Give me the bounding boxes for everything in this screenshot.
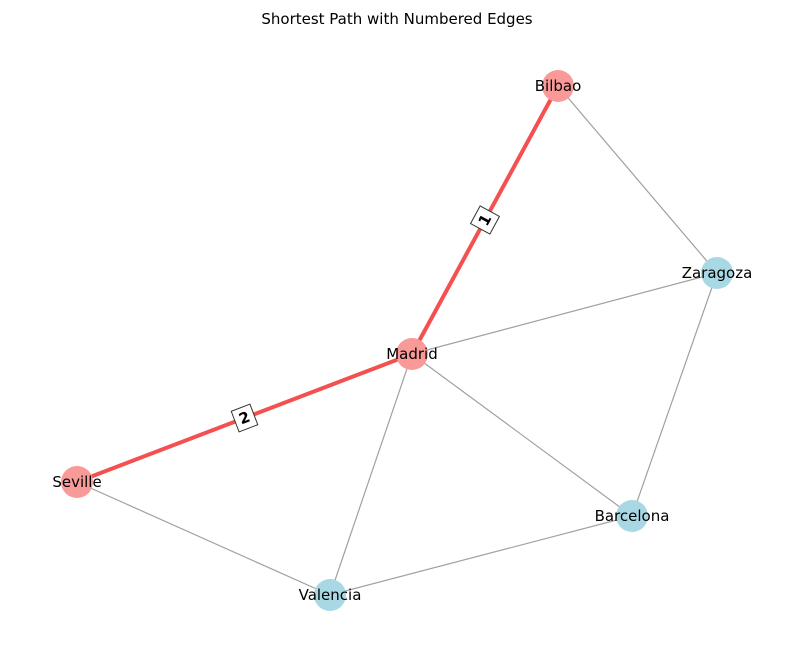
edge-valencia-barcelona — [329, 515, 633, 596]
edge-label-box — [469, 205, 501, 235]
edge-labels-layer: 12 — [230, 205, 501, 433]
edge-zaragoza-barcelona — [631, 272, 718, 517]
node-label-barcelona: Barcelona — [595, 507, 670, 525]
node-valencia — [314, 579, 346, 611]
edge-label-bilbao-madrid: 1 — [469, 205, 501, 235]
node-label-zaragoza: Zaragoza — [682, 264, 753, 282]
node-barcelona — [616, 500, 648, 532]
node-label-madrid: Madrid — [386, 345, 438, 363]
node-label-valencia: Valencia — [299, 586, 362, 604]
node-seville — [61, 466, 93, 498]
node-label-seville: Seville — [52, 473, 101, 491]
nodes-layer — [61, 70, 733, 611]
edge-madrid-zaragoza — [411, 272, 718, 355]
node-bilbao — [542, 70, 574, 102]
edge-madrid-valencia — [329, 353, 413, 596]
node-labels-layer: Bilbao Zaragoza Madrid Seville Barcelona Vale… — [52, 77, 752, 604]
edge-madrid-barcelona — [411, 353, 633, 517]
edge-bilbao-zaragoza — [557, 85, 718, 274]
node-madrid — [396, 338, 428, 370]
diagram-title: Shortest Path with Numbered Edges — [261, 10, 532, 28]
edge-label-box — [230, 403, 259, 433]
edge-label-madrid-seville: 2 — [230, 403, 259, 433]
edge-seville-valencia — [76, 481, 331, 596]
node-zaragoza — [701, 257, 733, 289]
node-label-bilbao: Bilbao — [535, 77, 582, 95]
